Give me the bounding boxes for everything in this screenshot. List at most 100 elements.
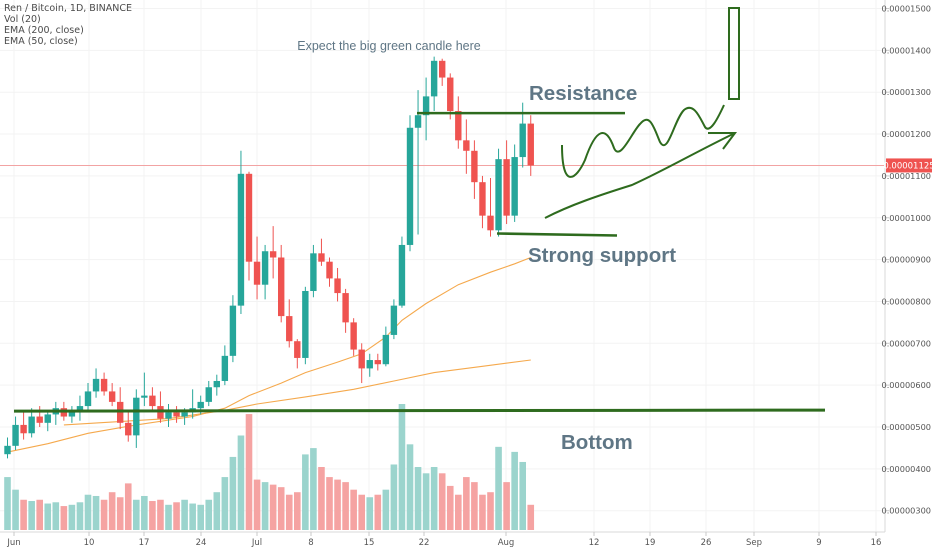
candle: [125, 410, 132, 442]
candle: [149, 387, 156, 411]
time-tick-label: 9: [816, 538, 821, 548]
drawings: [13, 7, 826, 413]
volume-bar: [92, 495, 100, 530]
volume-bar: [422, 473, 430, 530]
time-tick-label: 24: [196, 538, 207, 548]
time-tick-label: 22: [419, 538, 430, 548]
ema200-line: [63, 359, 531, 426]
volume-bar: [237, 435, 245, 530]
candle-body: [261, 251, 269, 285]
bottom-line: [13, 408, 826, 413]
candle-body: [20, 424, 27, 434]
candle-body: [430, 60, 438, 97]
volume-bar: [44, 503, 52, 530]
arrow-head: [708, 132, 737, 150]
volume-bar: [406, 444, 414, 530]
volume-bar: [318, 467, 325, 530]
volume-bars: [4, 404, 535, 530]
legend-ema200[interactable]: EMA (200, close): [4, 25, 84, 36]
price-tick-label: 0.00000500: [882, 422, 932, 432]
volume-bar: [165, 504, 172, 530]
annotation-support: Strong support: [528, 244, 676, 267]
candle: [479, 175, 486, 229]
candle: [20, 410, 27, 440]
volume-bar: [133, 499, 140, 530]
candle-body: [68, 410, 76, 417]
volume-bar: [358, 494, 365, 530]
candle-body: [318, 253, 325, 262]
volume-bar: [76, 502, 84, 530]
time-tick-label: 17: [139, 538, 150, 548]
current-price-badge: [886, 158, 932, 173]
candle-body: [173, 412, 180, 417]
annotation-resistance: Resistance: [529, 82, 637, 105]
candle-body: [334, 278, 341, 294]
candle-body: [221, 355, 229, 381]
legend-volume[interactable]: Vol (20): [4, 14, 41, 25]
candle: [4, 437, 11, 459]
candle-body: [4, 445, 11, 455]
volume-bar: [455, 494, 462, 530]
price-tick-label: 0.00001500: [882, 4, 932, 14]
price-axis-ticks: 0.00001500 0.00001400 0.00001300 0.00001200…: [882, 4, 932, 516]
time-tick-label: 12: [589, 538, 600, 548]
annotation-expect: Expect the big green candle here: [297, 39, 481, 53]
legend-symbol[interactable]: Ren / Bitcoin, 1D, BINANCE: [4, 3, 132, 14]
candle-body: [366, 360, 373, 369]
volume-bar: [527, 504, 535, 530]
candle: [463, 119, 470, 174]
legend-ema50[interactable]: EMA (50, close): [4, 36, 78, 47]
candle: [68, 406, 76, 423]
volume-bar: [28, 501, 35, 530]
candle: [261, 244, 269, 300]
volume-bar: [229, 456, 237, 530]
candle-body: [286, 316, 293, 342]
time-tick-label: Jun: [6, 538, 20, 548]
candle: [44, 410, 51, 432]
candle-body: [84, 391, 92, 407]
volume-bar: [197, 504, 204, 530]
candle-body: [479, 182, 486, 216]
candle-body: [253, 261, 261, 285]
projected-trend-arrow: [544, 132, 736, 219]
legend: Ren / Bitcoin, 1D, BINANCE Vol (20) EMA …: [4, 3, 132, 47]
price-tick-label: 0.00000900: [882, 255, 932, 265]
candle: [350, 318, 357, 356]
candle: [12, 416, 19, 451]
candle-body: [398, 244, 406, 306]
candle: [366, 353, 373, 377]
candle-body: [310, 253, 317, 291]
candle-body: [350, 322, 357, 350]
price-tick-label: 0.00000300: [882, 506, 932, 516]
volume-bar: [302, 454, 309, 530]
volume-bar: [390, 464, 398, 530]
candle-body: [447, 77, 454, 112]
volume-bar: [511, 451, 518, 530]
candle: [487, 177, 494, 237]
time-tick-label: 16: [871, 538, 882, 548]
candle: [471, 140, 478, 199]
candle-body: [165, 412, 172, 419]
candle-body: [133, 397, 140, 436]
volume-bar: [414, 467, 422, 530]
time-axis-ticks: Jun 10 17 24 Jul 8 15 22 Aug 12 19 26 Sep 9 16: [6, 532, 881, 548]
volume-bar: [503, 482, 510, 530]
time-tick-label: 19: [645, 538, 656, 548]
time-axis[interactable]: [0, 532, 885, 550]
candle: [100, 372, 108, 396]
volume-bar: [398, 404, 406, 530]
price-axis[interactable]: [885, 0, 932, 532]
volume-bar: [487, 492, 494, 530]
volume-bar: [334, 479, 341, 530]
candle: [165, 403, 172, 427]
volume-bar: [100, 499, 108, 530]
volume-bar: [52, 502, 60, 530]
candle: [495, 148, 502, 237]
candle: [286, 299, 293, 348]
price-tick-label: 0.00001000: [882, 213, 932, 223]
candle: [141, 372, 148, 407]
candle: [28, 408, 35, 438]
time-tick-label: 26: [701, 538, 712, 548]
candle-body: [527, 123, 534, 166]
